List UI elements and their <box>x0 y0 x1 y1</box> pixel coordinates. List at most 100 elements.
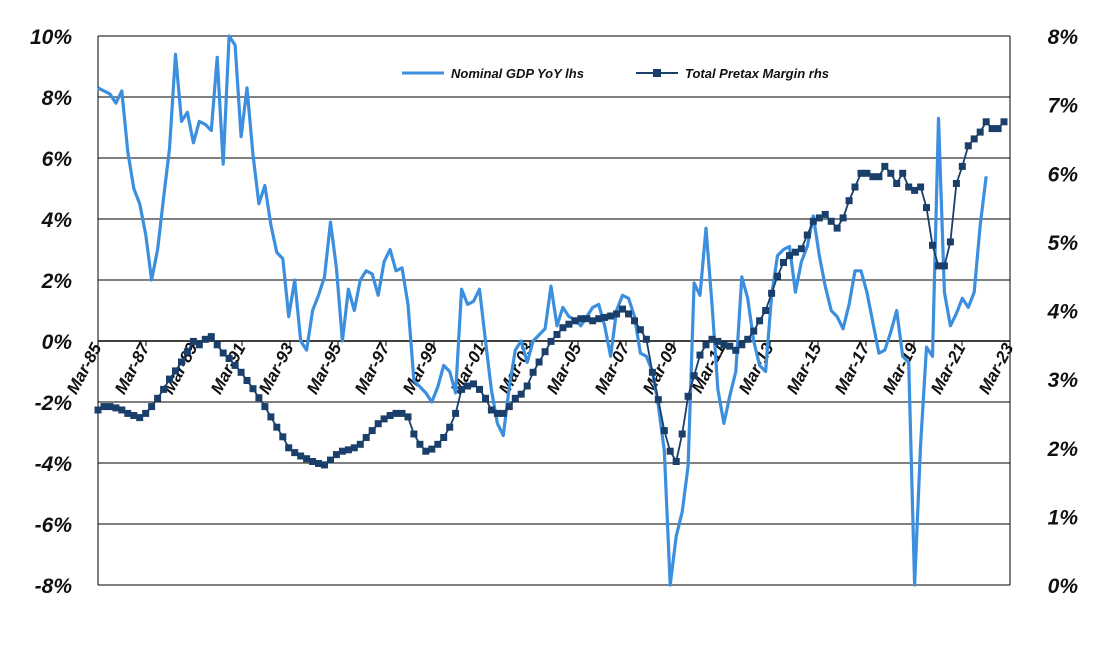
data-point <box>553 331 561 338</box>
data-point <box>219 349 227 357</box>
data-point <box>958 162 966 170</box>
data-point <box>279 433 287 441</box>
data-point <box>100 403 108 411</box>
data-point <box>631 317 638 325</box>
data-point <box>738 341 746 349</box>
data-point <box>172 367 179 375</box>
data-point <box>338 447 346 455</box>
data-point <box>428 445 436 453</box>
data-point <box>410 430 418 438</box>
x-tick-label: Mar-23 <box>975 339 1018 397</box>
right-y-tick-label: 2% <box>1047 438 1079 461</box>
data-point <box>988 125 996 133</box>
series-nominal-gdp <box>97 34 988 587</box>
data-point <box>297 452 305 460</box>
series-pretax-margin <box>94 118 1008 469</box>
data-point <box>332 451 340 459</box>
data-point <box>625 310 632 318</box>
data-point <box>815 214 823 222</box>
data-point <box>237 368 245 376</box>
left-y-tick-label: 10% <box>30 26 72 49</box>
data-point <box>535 358 543 366</box>
data-point <box>726 342 734 350</box>
legend: Nominal GDP YoY lhs Total Pretax Margin … <box>402 66 829 81</box>
data-point <box>374 420 382 428</box>
data-point <box>869 173 877 181</box>
data-point <box>189 337 197 345</box>
data-point <box>142 409 150 417</box>
data-point <box>923 204 930 212</box>
data-point <box>416 440 424 448</box>
data-point <box>511 394 519 402</box>
data-point <box>493 409 501 417</box>
data-point <box>648 368 656 376</box>
data-point <box>106 403 114 411</box>
data-point <box>452 409 460 417</box>
right-y-tick-label: 7% <box>1048 95 1079 118</box>
x-tick-label: Mar-15 <box>783 339 826 397</box>
data-point <box>362 434 370 441</box>
data-point <box>482 394 489 402</box>
data-point <box>273 423 281 431</box>
x-tick-label: Mar-97 <box>351 339 394 398</box>
data-point <box>213 341 221 349</box>
data-point <box>762 307 770 314</box>
data-point <box>720 341 728 349</box>
data-point <box>982 118 990 126</box>
data-point <box>786 252 793 260</box>
data-point <box>797 245 805 253</box>
data-point <box>178 358 185 366</box>
legend-marker-pretax-margin <box>653 69 661 77</box>
data-point <box>672 458 680 465</box>
data-point <box>321 461 328 469</box>
data-point <box>249 385 257 393</box>
data-point <box>261 403 269 411</box>
data-point <box>595 315 603 323</box>
data-point <box>315 460 322 467</box>
data-point <box>601 313 609 321</box>
data-point <box>440 434 448 441</box>
data-point <box>654 396 662 404</box>
data-point <box>666 447 674 455</box>
data-point <box>851 183 859 191</box>
legend-label-pretax-margin: Total Pretax Margin rhs <box>685 66 829 81</box>
data-point <box>154 394 162 402</box>
data-point <box>917 183 925 191</box>
data-point <box>225 355 233 362</box>
data-point <box>404 413 412 421</box>
data-point <box>183 348 191 356</box>
right-y-tick-label: 1% <box>1048 506 1079 529</box>
data-point <box>935 262 942 270</box>
data-point <box>940 262 948 270</box>
data-point <box>702 341 710 349</box>
left-y-tick-label: -6% <box>35 514 73 537</box>
data-point <box>845 197 853 205</box>
x-tick-label: Mar-91 <box>207 340 250 397</box>
x-axis-ticks: Mar-85 Mar-87 Mar-89 Mar-91 Mar-93 Mar-95 Mar-… <box>63 339 1018 398</box>
data-point <box>148 403 156 411</box>
x-tick-label: Mar-87 <box>111 339 154 398</box>
right-y-tick-label: 4% <box>1047 301 1079 324</box>
data-point <box>392 409 400 417</box>
data-point <box>791 248 799 256</box>
data-point <box>583 315 591 323</box>
data-point <box>636 326 644 334</box>
data-point <box>732 346 740 354</box>
data-point <box>255 394 263 402</box>
data-point <box>344 446 352 454</box>
x-tick-label: Mar-93 <box>255 339 298 397</box>
data-point <box>1000 118 1008 126</box>
data-point <box>690 372 698 380</box>
left-y-tick-label: -2% <box>35 392 73 415</box>
data-point <box>517 390 525 398</box>
data-point <box>327 456 334 464</box>
data-point <box>124 409 132 417</box>
data-point <box>774 272 781 280</box>
data-point <box>350 444 358 452</box>
right-y-axis-ticks: 8% 7% 6% 5% 4% 3% 2% 1% 0% <box>1047 26 1079 598</box>
data-point <box>833 224 841 232</box>
data-point <box>476 385 483 393</box>
x-tick-label: Mar-95 <box>303 339 346 397</box>
left-y-tick-label: 6% <box>42 148 73 171</box>
